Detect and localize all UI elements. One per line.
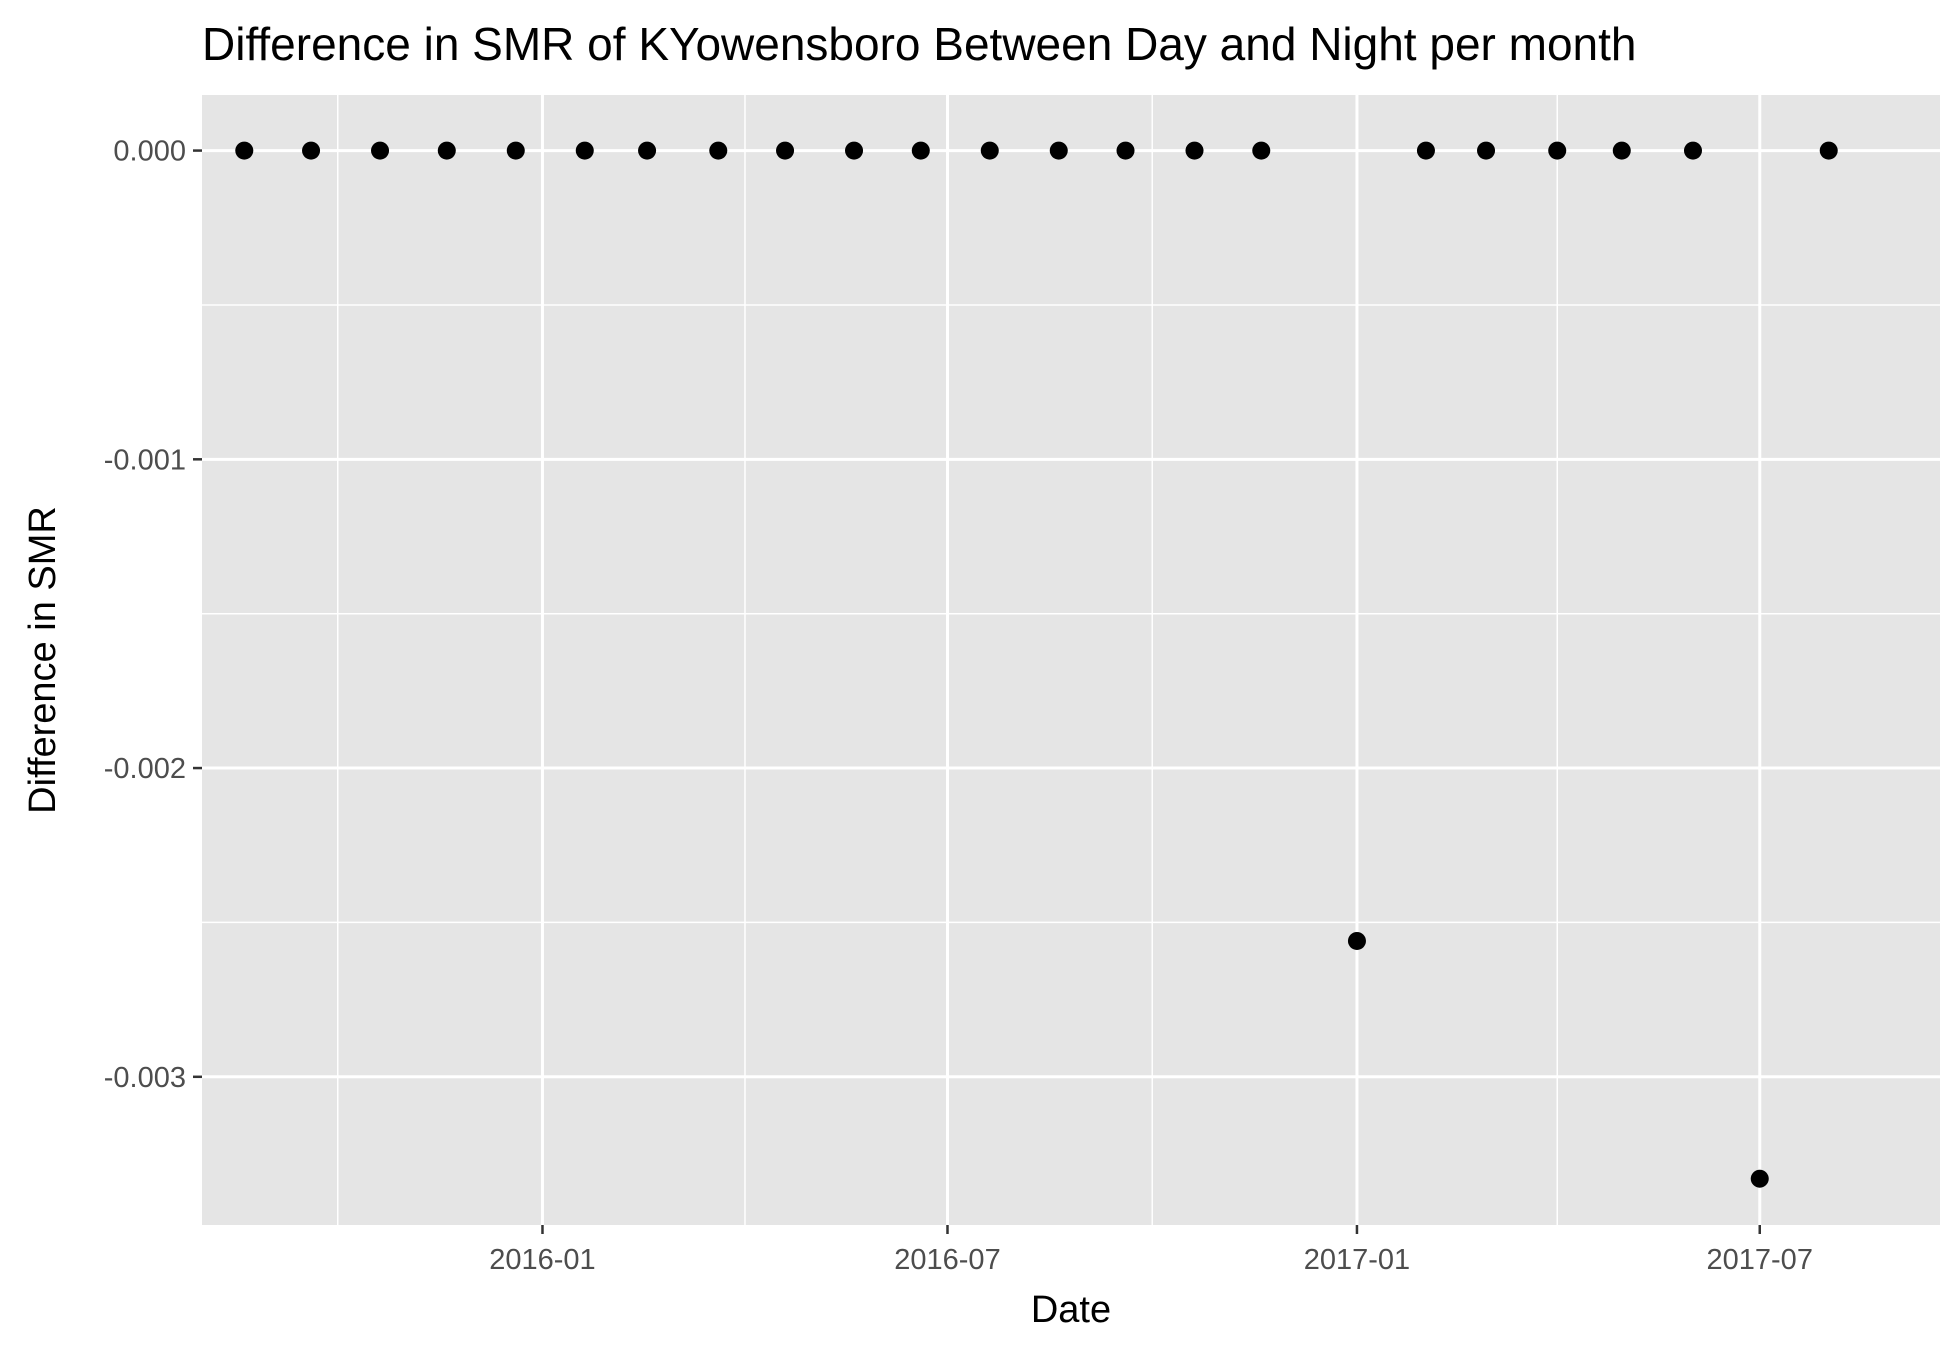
y-tick-label: -0.001 bbox=[104, 444, 186, 476]
data-point bbox=[575, 141, 594, 160]
data-point bbox=[1612, 141, 1631, 160]
data-point bbox=[371, 141, 390, 160]
chart-title: Difference in SMR of KYowensboro Between… bbox=[202, 18, 1636, 70]
y-tick-label: -0.003 bbox=[104, 1062, 186, 1094]
data-point bbox=[506, 141, 525, 160]
data-point bbox=[1347, 931, 1366, 950]
data-point bbox=[1116, 141, 1135, 160]
x-tick-label: 2017-01 bbox=[1304, 1244, 1410, 1276]
grid-minor bbox=[202, 95, 1940, 1225]
data-point bbox=[235, 141, 254, 160]
y-axis: 0.000 -0.001 -0.002 -0.003 bbox=[104, 136, 202, 1094]
data-point bbox=[911, 141, 930, 160]
data-point bbox=[1477, 141, 1496, 160]
data-point bbox=[1252, 141, 1271, 160]
data-point bbox=[845, 141, 864, 160]
data-point bbox=[1819, 141, 1838, 160]
data-point bbox=[980, 141, 999, 160]
grid-major bbox=[202, 95, 1940, 1225]
x-tick-label: 2016-01 bbox=[489, 1244, 595, 1276]
data-points bbox=[235, 141, 1838, 1188]
data-point bbox=[1750, 1169, 1769, 1188]
data-point bbox=[1185, 141, 1204, 160]
data-point bbox=[302, 141, 321, 160]
y-tick-label: -0.002 bbox=[104, 753, 186, 785]
data-point bbox=[709, 141, 728, 160]
y-tick-label: 0.000 bbox=[113, 136, 186, 168]
x-axis: 2016-01 2016-07 2017-01 2017-07 bbox=[489, 1225, 1813, 1276]
x-tick-label: 2017-07 bbox=[1707, 1244, 1813, 1276]
y-axis-title: Difference in SMR bbox=[22, 506, 64, 814]
data-point bbox=[638, 141, 657, 160]
data-point bbox=[1683, 141, 1702, 160]
data-point bbox=[437, 141, 456, 160]
data-point bbox=[1416, 141, 1435, 160]
data-point bbox=[1548, 141, 1567, 160]
data-point bbox=[776, 141, 795, 160]
data-point bbox=[1049, 141, 1068, 160]
x-axis-title: Date bbox=[1031, 1289, 1111, 1331]
plot-panel bbox=[202, 95, 1940, 1225]
x-tick-label: 2016-07 bbox=[894, 1244, 1000, 1276]
